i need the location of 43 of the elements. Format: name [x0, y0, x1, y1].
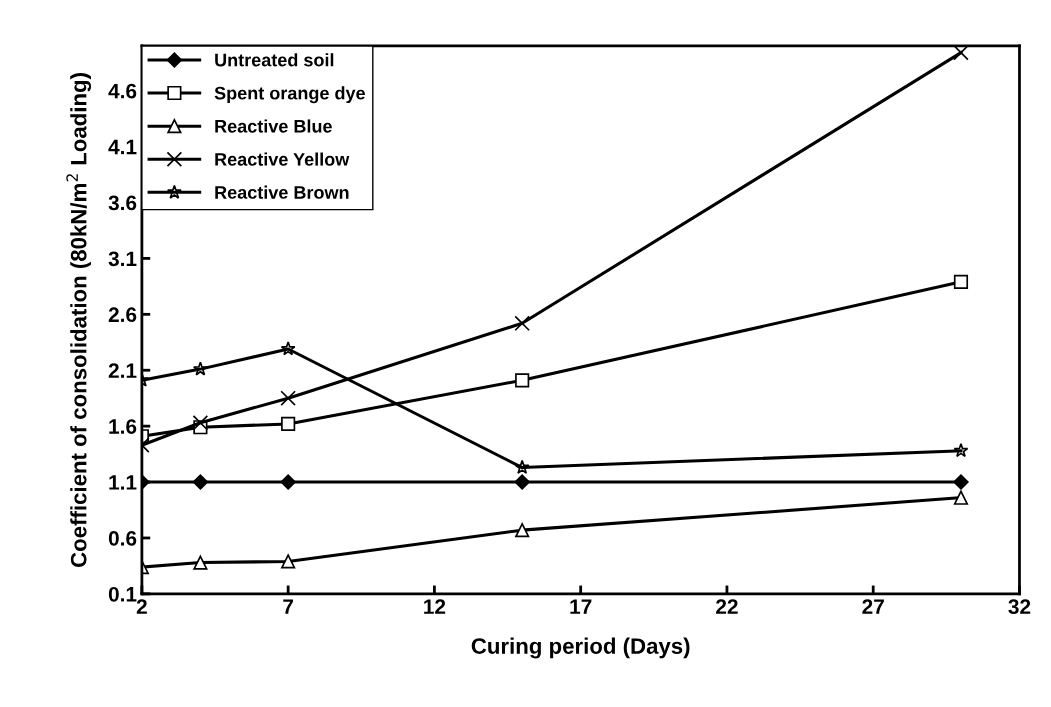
x-tick-label: 27 [862, 599, 884, 614]
x-tick-label: 32 [1008, 599, 1031, 615]
point [953, 442, 969, 458]
point [280, 390, 296, 406]
x-tick-label: 22 [716, 599, 738, 614]
legend-label: Reactive Yellow [215, 152, 350, 166]
x-tick-label: 12 [424, 599, 446, 614]
y-tick-label: 3.1 [108, 251, 137, 267]
x-tick-label: 7 [283, 599, 294, 614]
point [953, 45, 969, 61]
point [514, 459, 530, 474]
y-axis-title: Coefficient of consolidation (80kN/m$^{2}$ Loading) [66, 73, 92, 567]
y-tick-label: 1.1 [109, 475, 137, 490]
y-tick-label: 3.6 [108, 195, 137, 211]
y-tick-label: 4.6 [108, 83, 137, 99]
y-tick-label: 1.6 [109, 419, 137, 434]
point [953, 474, 969, 490]
point [514, 474, 530, 490]
x-tick-label: 2 [136, 599, 147, 614]
point [280, 474, 296, 490]
point [281, 554, 296, 569]
legend-label: Untreated soil [215, 53, 334, 67]
point [515, 373, 530, 388]
x-tick-label: 17 [570, 599, 592, 614]
y-tick-label: 2.1 [108, 363, 137, 378]
point [280, 341, 296, 356]
point [515, 523, 530, 538]
legend-label: Reactive Brown [215, 185, 349, 199]
point [514, 315, 530, 332]
point [192, 415, 209, 431]
point [281, 416, 296, 431]
point [192, 474, 209, 490]
y-tick-label: 2.6 [108, 307, 137, 323]
y-tick-label: 0.1 [108, 586, 137, 602]
point [192, 361, 208, 376]
y-tick-label: 4.1 [108, 139, 137, 155]
legend-label: Spent orange dye [214, 86, 365, 104]
y-tick-label: 0.6 [108, 530, 137, 546]
x-axis-title: Curing period (Days) [471, 637, 690, 659]
point [953, 274, 969, 289]
point [953, 490, 969, 505]
point [193, 555, 208, 570]
legend-label: Reactive Blue [215, 119, 332, 133]
